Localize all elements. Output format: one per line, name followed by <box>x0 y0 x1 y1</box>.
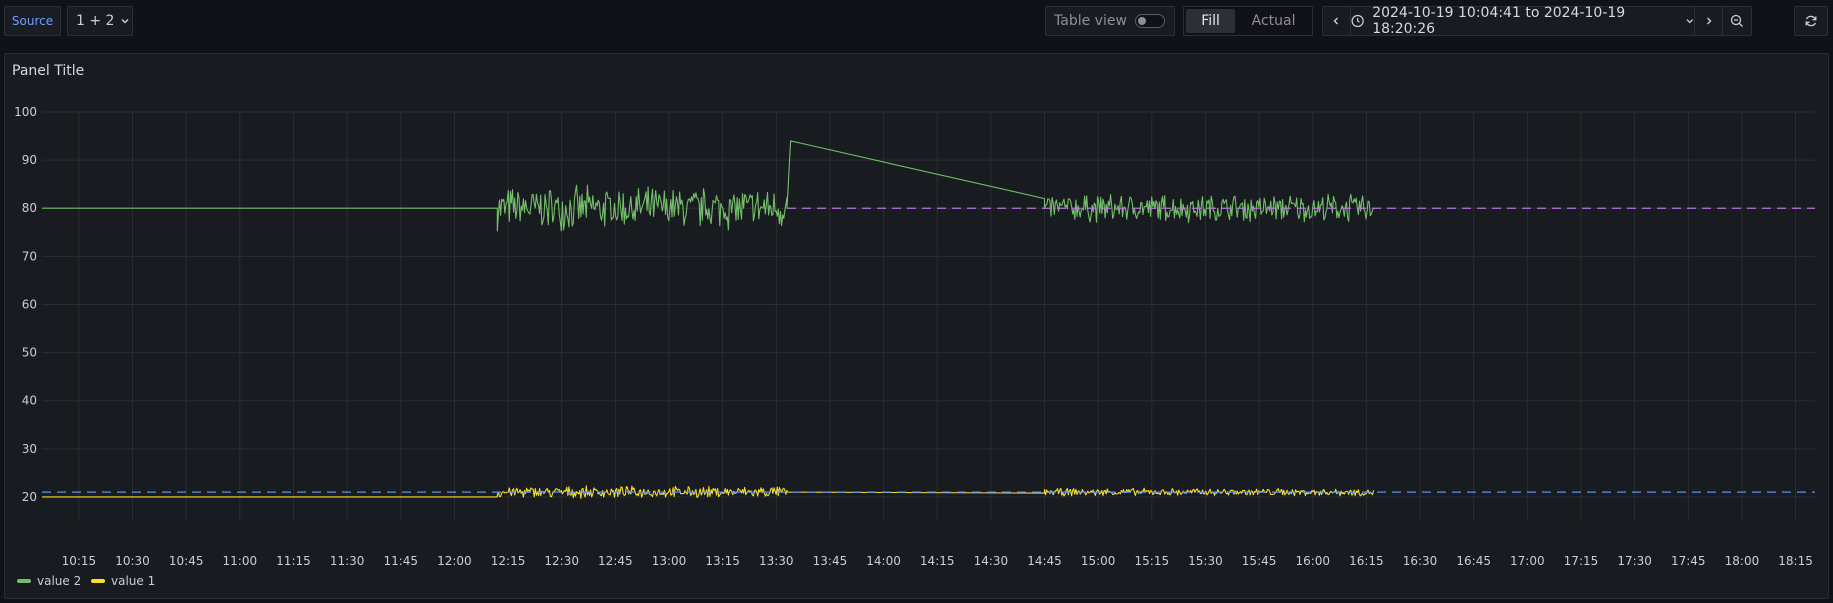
fill-actual-toggle: Fill Actual <box>1183 6 1313 36</box>
y-tick-label: 20 <box>22 490 37 504</box>
x-tick-label: 17:15 <box>1564 554 1599 568</box>
x-tick-label: 17:00 <box>1510 554 1545 568</box>
y-tick-label: 90 <box>22 153 37 167</box>
time-range-picker: 2024-10-19 10:04:41 to 2024-10-19 18:20:… <box>1322 5 1752 37</box>
source-label: Source <box>11 14 54 28</box>
x-tick-label: 14:45 <box>1027 554 1062 568</box>
y-tick-label: 80 <box>22 201 37 215</box>
panel-title: Panel Title <box>12 63 85 79</box>
x-tick-label: 12:45 <box>598 554 633 568</box>
x-tick-label: 12:15 <box>491 554 526 568</box>
legend-item-value-1[interactable]: value 1 <box>91 574 155 588</box>
y-tick-label: 40 <box>22 394 37 408</box>
x-tick-label: 15:00 <box>1081 554 1116 568</box>
chevron-down-icon <box>121 19 129 24</box>
x-tick-label: 15:45 <box>1242 554 1277 568</box>
y-tick-label: 30 <box>22 442 37 456</box>
refresh-icon <box>1805 15 1817 27</box>
y-tick-label: 100 <box>14 105 37 119</box>
x-tick-label: 13:15 <box>705 554 740 568</box>
y-tick-label: 60 <box>22 297 37 311</box>
x-tick-label: 16:00 <box>1295 554 1330 568</box>
x-tick-label: 13:00 <box>652 554 687 568</box>
x-tick-label: 18:00 <box>1725 554 1760 568</box>
clock-icon <box>1351 14 1364 28</box>
series-line-value-2 <box>42 140 1375 232</box>
y-tick-label: 50 <box>22 346 37 360</box>
chevron-right-icon <box>1706 17 1712 25</box>
x-tick-label: 14:30 <box>974 554 1009 568</box>
legend-label-value-1: value 1 <box>111 574 156 588</box>
x-tick-label: 11:00 <box>223 554 258 568</box>
legend-label-value-2: value 2 <box>37 574 82 588</box>
legend-swatch-value-2 <box>17 579 31 583</box>
x-tick-label: 11:45 <box>383 554 418 568</box>
query-select[interactable]: 1 + 2 <box>67 6 133 36</box>
x-tick-label: 16:45 <box>1456 554 1491 568</box>
chart-panel: Panel Title 20 30 40 50 60 70 80 90 100 10:15 10:3… <box>4 53 1829 599</box>
legend-item-value-2[interactable]: value 2 <box>17 574 81 588</box>
x-tick-label: 11:15 <box>276 554 311 568</box>
x-tick-label: 10:30 <box>115 554 150 568</box>
fill-button[interactable]: Fill <box>1186 9 1236 33</box>
table-view-toggle[interactable] <box>1134 14 1165 28</box>
source-button[interactable]: Source <box>4 6 61 36</box>
refresh-button[interactable] <box>1794 6 1828 36</box>
x-tick-label: 12:00 <box>437 554 472 568</box>
x-tick-label: 17:45 <box>1671 554 1706 568</box>
x-tick-label: 12:30 <box>544 554 579 568</box>
time-range-label: 2024-10-19 10:04:41 to 2024-10-19 18:20:… <box>1372 5 1626 37</box>
time-series-chart: 20 30 40 50 60 70 80 90 100 10:15 10:30 10:45 11:00 1… <box>14 105 1815 568</box>
x-tick-label: 13:45 <box>813 554 848 568</box>
x-tick-label: 17:30 <box>1617 554 1652 568</box>
table-view-label: Table view <box>1054 13 1127 29</box>
table-view-control: Table view <box>1045 6 1175 36</box>
x-tick-label: 14:15 <box>920 554 955 568</box>
x-tick-label: 16:30 <box>1403 554 1438 568</box>
time-forward-button[interactable] <box>1695 7 1724 35</box>
zoom-out-button[interactable] <box>1723 7 1751 35</box>
x-tick-label: 11:30 <box>330 554 365 568</box>
y-tick-label: 70 <box>22 249 37 263</box>
x-tick-label: 13:30 <box>759 554 794 568</box>
chevron-left-icon <box>1333 17 1339 25</box>
time-back-button[interactable] <box>1323 7 1351 35</box>
x-tick-label: 15:30 <box>1188 554 1223 568</box>
x-tick-label: 18:15 <box>1778 554 1813 568</box>
x-tick-label: 10:15 <box>62 554 97 568</box>
query-select-label: 1 + 2 <box>76 13 115 29</box>
chevron-down-icon <box>1686 19 1693 24</box>
x-tick-label: 10:45 <box>169 554 204 568</box>
time-range-button[interactable]: 2024-10-19 10:04:41 to 2024-10-19 18:20:… <box>1351 5 1696 37</box>
x-tick-label: 15:15 <box>1135 554 1170 568</box>
legend-swatch-value-1 <box>91 579 105 583</box>
actual-button[interactable]: Actual <box>1251 13 1296 29</box>
x-tick-label: 14:00 <box>866 554 901 568</box>
zoom-out-icon <box>1730 14 1744 27</box>
x-tick-label: 16:15 <box>1349 554 1384 568</box>
